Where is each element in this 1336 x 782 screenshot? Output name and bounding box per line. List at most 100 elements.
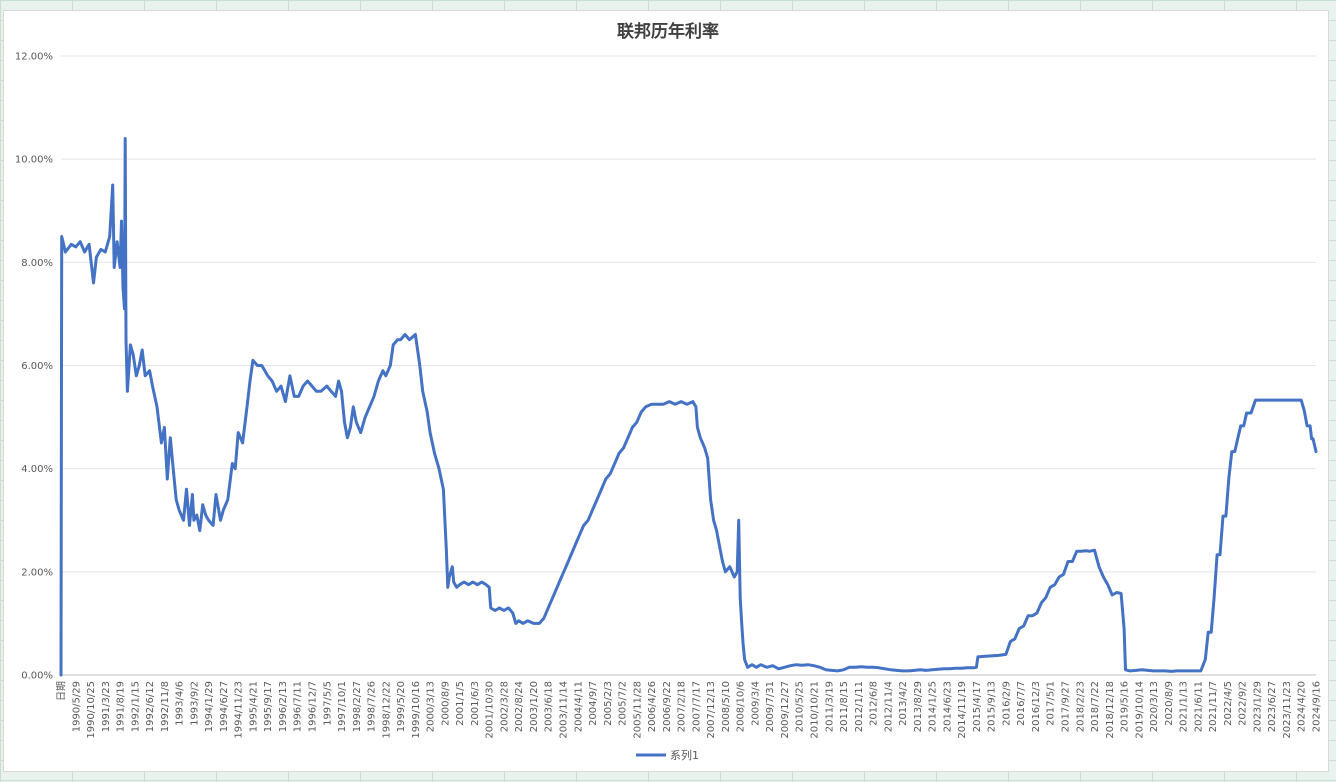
- x-tick-label: 2023/6/27: [1267, 681, 1278, 732]
- x-tick-label: 2005/11/28: [632, 681, 643, 739]
- x-tick-label: 2009/3/4: [750, 681, 761, 726]
- x-tick-label: 2001/6/3: [470, 681, 481, 726]
- x-tick-label: 日期: [56, 681, 68, 701]
- x-tick-label: 2009/12/27: [780, 681, 791, 739]
- x-tick-label: 2021/11/7: [1208, 681, 1219, 732]
- x-tick-label: 2013/4/2: [898, 681, 909, 726]
- x-tick-label: 2000/8/9: [440, 681, 451, 726]
- x-tick-label: 1994/6/27: [219, 681, 230, 732]
- x-tick-label: 1999/5/20: [396, 681, 407, 732]
- y-tick-label: 6.00%: [21, 361, 53, 372]
- x-tick-label: 1995/4/21: [248, 681, 259, 732]
- x-tick-label: 2018/2/23: [1075, 681, 1086, 732]
- x-tick-label: 2008/5/10: [721, 681, 732, 732]
- x-tick-label: 2024/4/20: [1297, 681, 1308, 732]
- x-tick-label: 2008/10/6: [736, 681, 747, 732]
- x-tick-label: 1997/5/5: [322, 681, 333, 726]
- x-tick-label: 2017/5/1: [1046, 681, 1057, 726]
- x-tick-label: 2011/8/15: [839, 681, 850, 732]
- x-tick-label: 1994/1/29: [204, 681, 215, 732]
- x-tick-label: 2004/9/7: [588, 681, 599, 726]
- gridlines: [61, 55, 1316, 676]
- x-tick-label: 2017/9/27: [1061, 681, 1072, 732]
- x-tick-label: 2009/7/31: [765, 681, 776, 732]
- x-tick-label: 1998/12/22: [381, 681, 392, 739]
- y-tick-label: 4.00%: [21, 464, 53, 475]
- x-tick-label: 1993/4/6: [175, 681, 186, 726]
- x-tick-label: 2000/3/13: [426, 681, 437, 732]
- x-tick-label: 2003/6/18: [544, 681, 555, 732]
- x-tick-label: 2015/4/17: [972, 681, 983, 732]
- x-tick-label: 2011/3/19: [824, 681, 835, 732]
- chart-title: 联邦历年利率: [617, 21, 719, 42]
- chart-area[interactable]: [3, 10, 1329, 772]
- x-tick-label: 2019/5/16: [1120, 681, 1131, 732]
- x-tick-label: 2010/5/25: [795, 681, 806, 732]
- x-tick-label: 2005/2/3: [603, 681, 614, 726]
- x-tick-label: 1992/6/12: [145, 681, 156, 732]
- x-tick-label: 2002/8/24: [514, 681, 525, 732]
- y-tick-label: 10.00%: [15, 155, 53, 166]
- x-tick-label: 1996/7/11: [293, 681, 304, 732]
- x-tick-label: 2021/1/13: [1179, 681, 1190, 732]
- legend: 系列1: [636, 748, 699, 762]
- x-tick-label: 1994/11/23: [234, 681, 245, 739]
- x-tick-label: 2020/8/9: [1164, 681, 1175, 726]
- x-tick-label: 2002/3/28: [499, 681, 510, 732]
- y-tick-label: 8.00%: [21, 258, 53, 269]
- x-tick-label: 2015/9/13: [987, 681, 998, 732]
- x-tick-label: 1991/3/23: [101, 681, 112, 732]
- x-tick-label: 1998/7/26: [367, 681, 378, 732]
- x-tick-label: 2021/6/11: [1193, 681, 1204, 732]
- x-tick-label: 2012/11/4: [883, 681, 894, 732]
- legend-label: 系列1: [670, 748, 699, 762]
- x-tick-label: 2018/7/22: [1090, 681, 1101, 732]
- x-tick-label: 1990/5/29: [71, 681, 82, 732]
- x-tick-label: 2001/1/5: [455, 681, 466, 726]
- x-tick-label: 2020/3/13: [1149, 681, 1160, 732]
- x-tick-label: 1999/10/16: [411, 681, 422, 739]
- x-tick-label: 2018/12/18: [1105, 681, 1116, 739]
- x-axis-ticks: 日期 1990/5/29 1990/10/25 1991/3/23 1991/8/19 1…: [56, 681, 1323, 739]
- x-tick-label: 2016/2/9: [1001, 681, 1012, 726]
- x-tick-label: 1992/1/15: [130, 681, 141, 732]
- x-tick-label: 2001/10/30: [485, 681, 496, 739]
- x-tick-label: 2003/1/20: [529, 681, 540, 732]
- x-tick-label: 1996/12/7: [308, 681, 319, 732]
- x-tick-label: 2006/9/22: [662, 681, 673, 732]
- x-tick-label: 2024/9/16: [1312, 681, 1323, 732]
- x-tick-label: 2012/1/11: [854, 681, 865, 732]
- x-tick-label: 1990/10/25: [86, 681, 97, 739]
- x-tick-label: 2014/6/23: [942, 681, 953, 732]
- x-tick-label: 1997/10/1: [337, 681, 348, 732]
- x-tick-label: 2004/4/11: [573, 681, 584, 732]
- x-tick-label: 2014/11/19: [957, 681, 968, 739]
- x-tick-label: 1991/8/19: [116, 681, 127, 732]
- x-tick-label: 1992/11/8: [160, 681, 171, 732]
- x-tick-label: 2022/9/2: [1238, 681, 1249, 726]
- x-tick-label: 2007/12/13: [706, 681, 717, 739]
- x-tick-label: 2022/4/5: [1223, 681, 1234, 726]
- y-tick-label: 2.00%: [21, 567, 53, 578]
- y-tick-label: 12.00%: [15, 52, 53, 63]
- x-tick-label: 2003/11/14: [559, 681, 570, 739]
- x-tick-label: 2007/2/18: [677, 681, 688, 732]
- x-tick-label: 2016/7/7: [1016, 681, 1027, 726]
- x-tick-label: 2010/10/21: [810, 681, 821, 739]
- x-tick-label: 2023/11/23: [1282, 681, 1293, 739]
- x-tick-label: 1998/2/27: [352, 681, 363, 732]
- x-tick-label: 2013/8/29: [913, 681, 924, 732]
- x-tick-label: 1995/9/17: [263, 681, 274, 732]
- x-tick-label: 2019/10/14: [1134, 681, 1145, 739]
- x-tick-label: 1993/9/2: [189, 681, 200, 726]
- x-tick-label: 2007/7/17: [691, 681, 702, 732]
- x-tick-label: 2005/7/2: [618, 681, 629, 726]
- x-tick-label: 2023/1/29: [1252, 681, 1263, 732]
- y-tick-label: 0.00%: [21, 671, 53, 682]
- series-line: [59, 137, 1318, 677]
- x-tick-label: 1996/2/13: [278, 681, 289, 732]
- y-axis-ticks: 0.00% 2.00% 4.00% 6.00% 8.00% 10.00% 12.00%: [15, 52, 53, 682]
- x-tick-label: 2016/12/3: [1031, 681, 1042, 732]
- x-tick-label: 2006/4/26: [647, 681, 658, 732]
